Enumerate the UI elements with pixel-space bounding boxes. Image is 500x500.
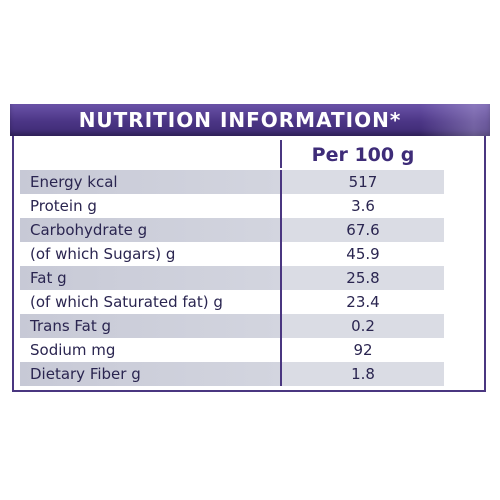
nutrition-header-band: NUTRITION INFORMATION* xyxy=(10,104,490,136)
table-row-dietary-fiber: Dietary Fiber g 1.8 xyxy=(20,362,444,386)
row-value: 23.4 xyxy=(280,290,444,314)
table-row-sugars: (of which Sugars) g 45.9 xyxy=(20,242,444,266)
row-label: Fat g xyxy=(20,266,280,290)
row-label: Energy kcal xyxy=(20,170,280,194)
table-row-trans-fat: Trans Fat g 0.2 xyxy=(20,314,444,338)
row-label: Protein g xyxy=(20,194,280,218)
row-label: Trans Fat g xyxy=(20,314,280,338)
nutrition-table: Per 100 g Energy kcal 517 Protein g 3.6 … xyxy=(20,140,444,392)
table-row-protein: Protein g 3.6 xyxy=(20,194,444,218)
row-label: (of which Saturated fat) g xyxy=(20,290,280,314)
table-row-sodium: Sodium mg 92 xyxy=(20,338,444,362)
row-value: 1.8 xyxy=(280,362,444,386)
column-header-per-100g: Per 100 g xyxy=(280,140,444,168)
row-value: 25.8 xyxy=(280,266,444,290)
row-value: 67.6 xyxy=(280,218,444,242)
table-row-carbohydrate: Carbohydrate g 67.6 xyxy=(20,218,444,242)
table-row-fat: Fat g 25.8 xyxy=(20,266,444,290)
table-row-saturated-fat: (of which Saturated fat) g 23.4 xyxy=(20,290,444,314)
row-value: 45.9 xyxy=(280,242,444,266)
row-value: 3.6 xyxy=(280,194,444,218)
row-value: 517 xyxy=(280,170,444,194)
row-label: Sodium mg xyxy=(20,338,280,362)
row-value: 0.2 xyxy=(280,314,444,338)
row-label: (of which Sugars) g xyxy=(20,242,280,266)
row-value: 92 xyxy=(280,338,444,362)
table-row-energy: Energy kcal 517 xyxy=(20,170,444,194)
nutrition-title: NUTRITION INFORMATION* xyxy=(78,108,402,132)
row-label: Carbohydrate g xyxy=(20,218,280,242)
row-label: Dietary Fiber g xyxy=(20,362,280,386)
